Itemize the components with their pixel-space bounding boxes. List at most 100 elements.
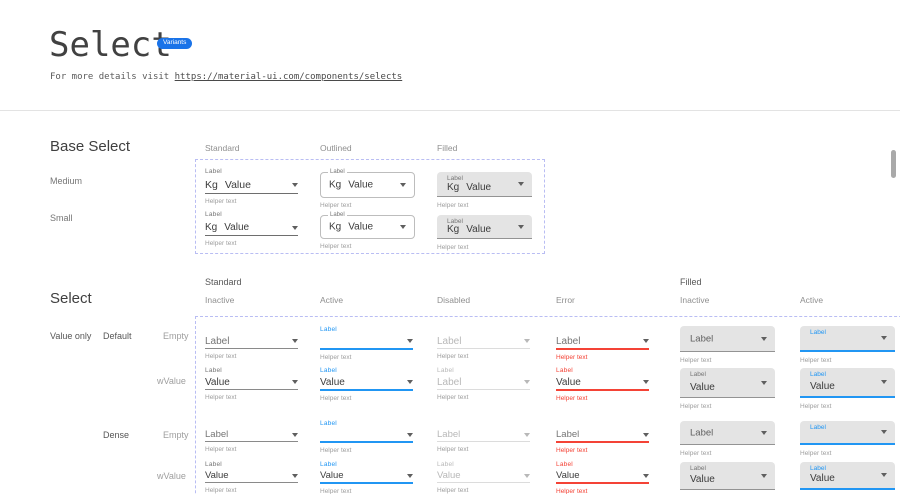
helper-text: Helper text — [205, 353, 237, 360]
subtitle: For more details visit https://material-… — [50, 72, 402, 82]
floating-label-spacer — [437, 419, 530, 428]
helper-text: Helper text — [205, 446, 237, 453]
floating-label-spacer — [205, 419, 298, 428]
row-label-empty: Empty — [163, 331, 189, 341]
dropdown-arrow-icon[interactable] — [292, 432, 298, 437]
helper-text: Helper text — [556, 354, 588, 361]
select-placeholder: Label — [437, 429, 461, 440]
dropdown-arrow-icon[interactable] — [881, 336, 887, 340]
select-standard-active-value-dense[interactable]: Label Value Helper text — [320, 460, 413, 494]
dropdown-arrow-icon — [524, 380, 530, 384]
dropdown-arrow-icon — [524, 473, 530, 478]
dropdown-arrow-icon[interactable] — [400, 183, 406, 187]
dropdown-arrow-icon[interactable] — [761, 430, 767, 435]
base-select-heading: Base Select — [50, 138, 131, 155]
dropdown-arrow-icon[interactable] — [407, 339, 413, 343]
floating-label: Label — [328, 212, 347, 219]
select-value: Value — [466, 182, 492, 193]
floating-label: Label — [320, 420, 337, 427]
select-filled-inactive-empty-dense[interactable]: Label Helper text — [680, 421, 775, 457]
dropdown-arrow-icon[interactable] — [761, 380, 767, 385]
dropdown-arrow-icon[interactable] — [407, 432, 413, 437]
dropdown-arrow-icon[interactable] — [292, 183, 298, 187]
dropdown-arrow-icon[interactable] — [292, 225, 298, 230]
select-standard-inactive-empty[interactable]: Label Helper text — [205, 325, 298, 360]
dropdown-arrow-icon[interactable] — [643, 473, 649, 478]
select-value: Value — [348, 221, 374, 233]
base-select-standard-medium[interactable]: Label Kg Value Helper text — [205, 166, 298, 205]
floating-label: Label — [810, 424, 826, 431]
row-label-dense-wvalue: wValue — [157, 471, 186, 481]
select-standard-inactive-value-dense[interactable]: Label Value Helper text — [205, 460, 298, 494]
base-select-standard-small[interactable]: Label Kg Value Helper text — [205, 209, 298, 247]
dropdown-arrow-icon[interactable] — [407, 473, 413, 478]
floating-label: Label — [556, 461, 573, 468]
select-value: Value — [810, 473, 835, 484]
helper-text: Helper text — [320, 202, 352, 209]
select-standard-inactive-empty-dense[interactable]: Label Helper text — [205, 419, 298, 453]
adornment: Kg — [329, 179, 342, 191]
select-standard-disabled-value: Label Label Helper text — [437, 366, 530, 401]
select-value: Value — [348, 179, 374, 191]
select-filled-active-empty-dense[interactable]: Label Helper text — [800, 421, 895, 457]
base-select-filled-medium[interactable]: Label Kg Value Helper text — [437, 172, 532, 209]
helper-text: Helper text — [205, 240, 237, 247]
select-standard-error-value[interactable]: Label Value Helper text — [556, 366, 649, 402]
select-filled-active-value[interactable]: Label Value Helper text — [800, 368, 895, 410]
dropdown-arrow-icon[interactable] — [292, 339, 298, 343]
scrollbar-thumb[interactable] — [891, 150, 896, 178]
dropdown-arrow-icon[interactable] — [518, 224, 524, 229]
floating-label-spacer — [205, 325, 298, 334]
select-standard-active-value[interactable]: Label Value Helper text — [320, 366, 413, 402]
dropdown-arrow-icon[interactable] — [643, 432, 649, 437]
select-standard-inactive-value[interactable]: Label Value Helper text — [205, 366, 298, 401]
select-filled-inactive-value[interactable]: Label Value Helper text — [680, 368, 775, 410]
helper-text: Helper text — [437, 487, 469, 494]
base-select-outlined-medium[interactable]: Label Kg Value Helper text — [320, 169, 415, 209]
floating-label: Label — [690, 371, 706, 378]
floating-label-spacer — [556, 325, 649, 334]
adornment: Kg — [447, 224, 460, 235]
helper-text: Helper text — [680, 357, 712, 364]
select-value: Value — [556, 376, 581, 388]
select-value: Value — [466, 224, 492, 235]
dropdown-arrow-icon[interactable] — [881, 380, 887, 384]
dropdown-arrow-icon[interactable] — [518, 182, 524, 186]
dropdown-arrow-icon[interactable] — [292, 380, 298, 384]
floating-label: Label — [205, 168, 222, 175]
dropdown-arrow-icon[interactable] — [881, 430, 887, 434]
dropdown-arrow-icon[interactable] — [761, 473, 767, 478]
select-placeholder: Label — [205, 429, 229, 440]
select-standard-active-empty-dense[interactable]: Label Helper text — [320, 419, 413, 454]
dropdown-arrow-icon[interactable] — [643, 380, 649, 384]
helper-text: Helper text — [556, 395, 588, 402]
select-standard-error-value-dense[interactable]: Label Value Helper text — [556, 460, 649, 494]
helper-text: Helper text — [320, 243, 352, 250]
variants-badge: Variants — [157, 37, 193, 49]
select-standard-active-empty[interactable]: Label Helper text — [320, 325, 413, 361]
select-standard-error-empty-dense[interactable]: Label Helper text — [556, 419, 649, 454]
helper-text: Helper text — [680, 403, 712, 410]
floating-label: Label — [447, 218, 463, 225]
base-select-filled-small[interactable]: Label Kg Value Helper text — [437, 215, 532, 251]
dropdown-arrow-icon — [524, 339, 530, 343]
dropdown-arrow-icon[interactable] — [761, 336, 767, 341]
dropdown-arrow-icon[interactable] — [407, 380, 413, 384]
select-filled-inactive-empty[interactable]: Label Helper text — [680, 326, 775, 364]
select-filled-active-empty[interactable]: Label Helper text — [800, 326, 895, 364]
select-standard-error-empty[interactable]: Label Helper text — [556, 325, 649, 361]
dropdown-arrow-icon[interactable] — [643, 339, 649, 343]
select-placeholder: Label — [205, 335, 230, 347]
dropdown-arrow-icon[interactable] — [400, 225, 406, 229]
dropdown-arrow-icon[interactable] — [881, 473, 887, 477]
row-label-default: Default — [103, 331, 132, 341]
base-select-outlined-small[interactable]: Label Kg Value Helper text — [320, 212, 415, 250]
dropdown-arrow-icon[interactable] — [292, 473, 298, 478]
helper-text: Helper text — [437, 446, 469, 453]
floating-label: Label — [690, 465, 706, 472]
docs-link[interactable]: https://material-ui.com/components/selec… — [174, 72, 403, 82]
floating-label: Label — [320, 367, 337, 374]
